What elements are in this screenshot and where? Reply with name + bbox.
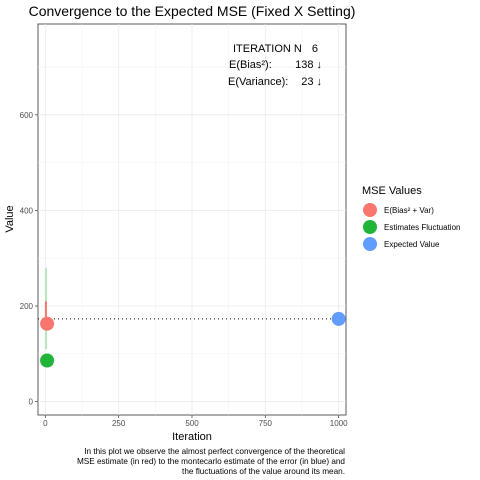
bias-label: E(Bias²): [229, 59, 272, 71]
legend-key [363, 203, 377, 217]
caption-line-3: the fluctuations of the value around its… [182, 467, 345, 476]
caption: In this plot we observe the almost perfe… [77, 447, 345, 476]
x-tick-label: 250 [112, 419, 126, 428]
caption-line-1: In this plot we observe the almost perfe… [84, 447, 345, 456]
legend-key [363, 220, 377, 234]
x-axis-title: Iteration [172, 431, 212, 443]
x-axis-ticks: 0 250 500 750 1000 [43, 415, 348, 428]
legend-title: MSE Values [362, 185, 422, 197]
data-point [331, 311, 346, 326]
variance-label: E(Variance): [228, 76, 288, 88]
legend-label: Estimates Fluctuation [384, 223, 460, 232]
legend: MSE Values E(Bias² + Var) Estimates Fluct… [362, 185, 460, 251]
y-tick-label: 0 [29, 398, 34, 407]
iteration-overlay: ITERATION N 6 E(Bias²): 138 ↓ E(Variance… [228, 43, 322, 88]
y-tick-label: 200 [20, 302, 34, 311]
grid [38, 24, 346, 415]
y-tick-label: 400 [20, 206, 34, 215]
data-points [40, 311, 346, 368]
y-tick-label: 600 [20, 111, 34, 120]
bias-value: 138 ↓ [295, 59, 322, 71]
x-tick-label: 1000 [330, 419, 348, 428]
iteration-label: ITERATION N [233, 43, 302, 55]
legend-label: E(Bias² + Var) [384, 206, 434, 215]
y-axis-ticks: 0 200 400 600 [20, 111, 38, 407]
x-tick-label: 750 [259, 419, 273, 428]
variance-value: 23 ↓ [301, 76, 322, 88]
x-tick-label: 0 [43, 419, 48, 428]
data-point [40, 316, 55, 331]
legend-label: Expected Value [384, 240, 440, 249]
caption-line-2: MSE estimate (in red) to the montecarlo … [77, 457, 345, 466]
iteration-value: 6 [312, 43, 318, 55]
y-axis-title: Value [4, 205, 16, 232]
data-point [40, 353, 55, 368]
chart-title: Convergence to the Expected MSE (Fixed X… [29, 3, 356, 19]
legend-key [363, 237, 377, 251]
x-tick-label: 500 [185, 419, 199, 428]
